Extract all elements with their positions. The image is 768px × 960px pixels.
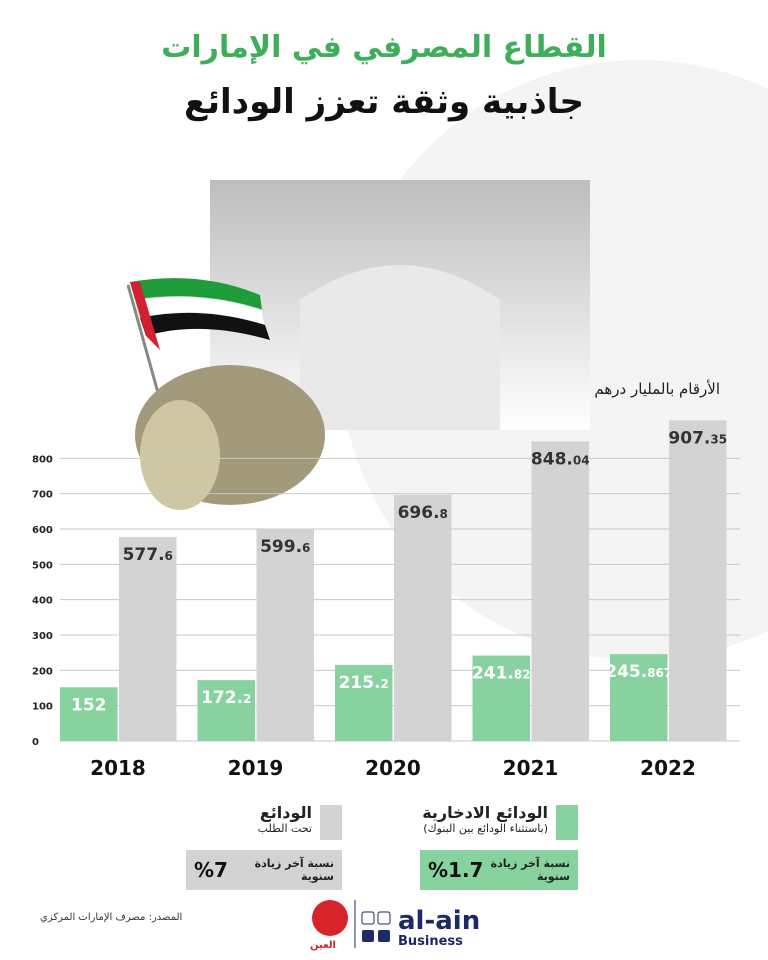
x-tick-label: 2021 [503,756,559,780]
bar [197,680,255,741]
bar [256,529,314,741]
brand-arabic: العين [310,940,336,951]
bar [394,494,452,741]
y-tick-label: 200 [32,666,53,677]
flag [130,278,262,310]
growth-box: نسبة آخر زيادة سنوية %7 [186,850,342,890]
y-tick-label: 400 [32,596,53,607]
bar [610,654,668,741]
y-tick-label: 300 [32,631,53,642]
bar [335,664,393,741]
value-label: 848.04 [531,449,590,469]
source: المصدر: مصرف الإمارات المركزي [40,912,183,923]
subtitle: جاذبية وثقة تعزز الودائع [184,82,584,122]
flag [130,282,160,350]
legend-swatch [320,805,342,840]
brand: al-ain [398,906,481,936]
y-tick-label: 100 [32,702,53,713]
value-label: 172.2 [201,688,251,708]
bar [669,420,727,741]
value-label: 245.867 [605,662,672,682]
y-tick-label: 600 [32,525,53,536]
flag-pole [126,284,162,401]
legend-note: (باستثناء الودائع بين البنوك) [423,822,548,835]
title: القطاع المصرفي في الإمارات [161,30,607,65]
growth-label: نسبة آخر زيادة سنوية [254,856,334,883]
social-icon [377,911,391,925]
y-tick-label: 500 [32,560,53,571]
growth-box: نسبة آخر زيادة سنوية %1.7 [420,850,578,890]
brand-sub: Business [398,934,463,949]
legend-note: تحت الطلب [257,822,312,835]
growth-label: نسبة آخر زيادة سنوية [490,856,570,883]
x-tick-label: 2019 [228,756,284,780]
value-label: 215.2 [339,673,389,693]
social-icon [362,930,374,942]
legend-entry: الودائع تحت الطلب [162,803,312,835]
legend-entry: الودائع الادخارية (باستثناء الودائع بين … [328,803,548,835]
y-tick-label: 700 [32,490,53,501]
money-roll [140,400,220,510]
legend-label: الودائع الادخارية [422,803,548,822]
growth-value: %1.7 [428,858,484,882]
value-label: 907.35 [668,428,727,448]
value-label: 696.8 [398,503,448,523]
building-arch [300,265,500,430]
legend-label: الودائع [259,803,312,822]
x-tick-label: 2022 [640,756,696,780]
x-tick-label: 2020 [365,756,421,780]
legend-swatch [556,805,578,840]
x-tick-label: 2018 [90,756,146,780]
value-label: 577.6 [123,545,173,565]
logo-mark [312,900,348,936]
y-tick-label: 800 [32,454,53,465]
bar [531,441,589,741]
flag [140,312,270,340]
bar [60,687,118,741]
y-tick-label: 0 [32,737,39,748]
unit-note: الأرقام بالمليار درهم [594,380,720,398]
social-icon [361,911,375,925]
growth-value: %7 [194,858,228,882]
value-label: 241.82 [472,664,531,684]
value-label: 152 [71,695,107,715]
bar [119,536,177,741]
social-icon [378,930,390,942]
value-label: 599.6 [260,537,310,557]
bar [472,655,530,741]
